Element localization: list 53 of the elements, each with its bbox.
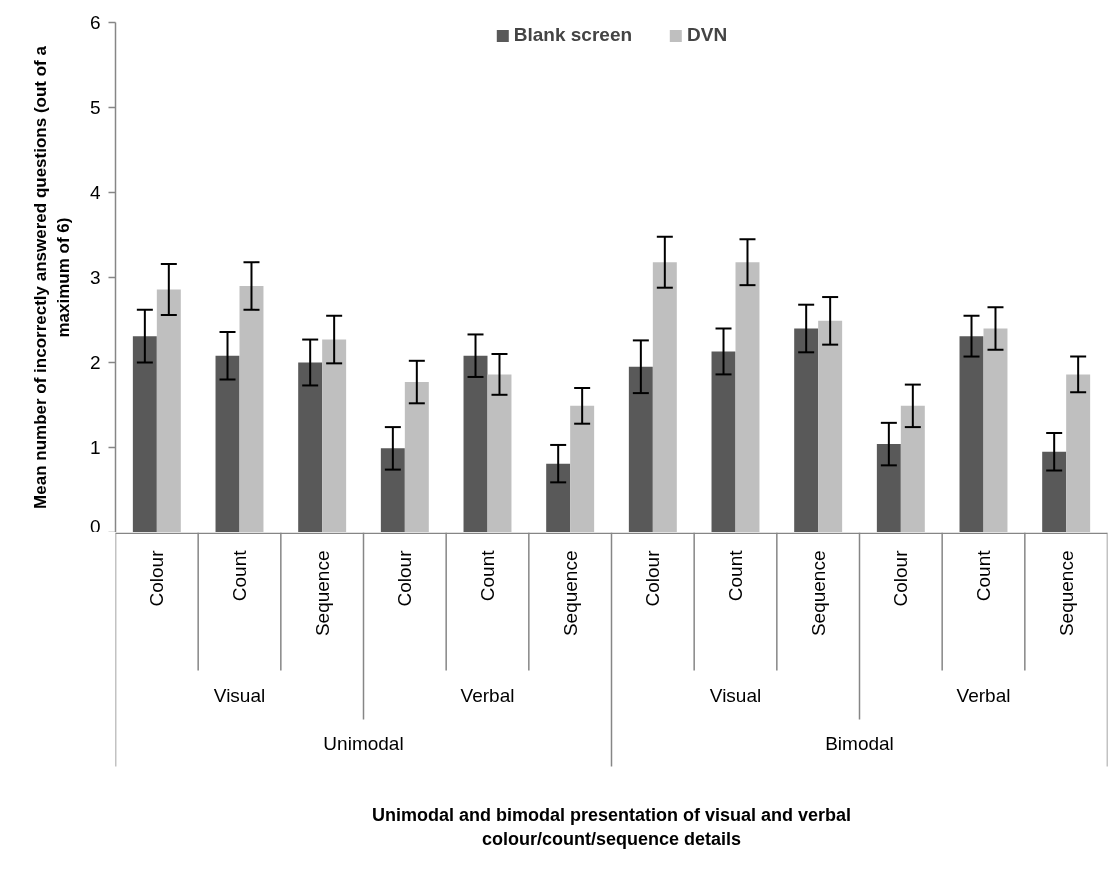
bar [900, 405, 925, 532]
x-tick-label: Count [229, 549, 250, 602]
bar [818, 320, 843, 532]
bar [876, 444, 901, 532]
y-tick-label: 6 [89, 12, 101, 33]
y-tick-label: 0 [89, 515, 101, 537]
text: Visual [709, 684, 762, 706]
bar [570, 405, 595, 532]
bar [404, 382, 429, 532]
bar [1042, 451, 1067, 532]
y-tick-label: 3 [89, 267, 101, 288]
text: Unimodal and bimodal presentation of visual and verbal colour/count/sequence details [371, 804, 852, 849]
bar [711, 351, 736, 532]
x-tick-label: Colour [146, 549, 168, 607]
text: Verbal [956, 684, 1011, 706]
text: Visual [213, 684, 266, 706]
bar [380, 448, 405, 532]
bar [652, 262, 677, 532]
y-tick-label: 2 [89, 352, 101, 373]
bar [983, 328, 1008, 532]
bar [487, 374, 512, 532]
x-tick-label: Sequence [807, 550, 829, 637]
text: Bimodal [825, 732, 894, 754]
x-tick-label: Colour [642, 549, 664, 607]
bar [959, 336, 984, 532]
x-tick-label: Count [973, 549, 994, 602]
x-tick-label: Sequence [559, 550, 581, 637]
bar [1066, 374, 1091, 532]
bar [156, 289, 181, 532]
y-axis-title: Mean number of incorrectly answered questions (out of a maximum of 6) [31, 45, 73, 509]
x-tick-label: Colour [890, 549, 912, 607]
x-tick-label: Count [725, 549, 746, 602]
x-tick-label: Count [477, 549, 498, 602]
legend-label: Blank screen [513, 24, 633, 46]
bar [628, 366, 653, 532]
y-tick-label: 1 [89, 437, 101, 458]
text: Verbal [460, 684, 515, 706]
y-tick-label: 4 [89, 182, 101, 203]
bar [215, 355, 240, 532]
legend-label: DVN [687, 24, 728, 46]
bar [735, 262, 760, 532]
bar [132, 336, 157, 532]
bar [794, 328, 819, 532]
bar [322, 339, 347, 532]
y-tick-label: 5 [89, 97, 101, 118]
bar [546, 463, 571, 532]
bar [239, 286, 264, 532]
bar [298, 362, 323, 532]
x-tick-label: Sequence [1055, 550, 1077, 637]
bar [463, 355, 488, 532]
x-tick-label: Colour [394, 549, 416, 607]
text: Unimodal [323, 732, 404, 754]
x-tick-label: Sequence [311, 550, 333, 637]
